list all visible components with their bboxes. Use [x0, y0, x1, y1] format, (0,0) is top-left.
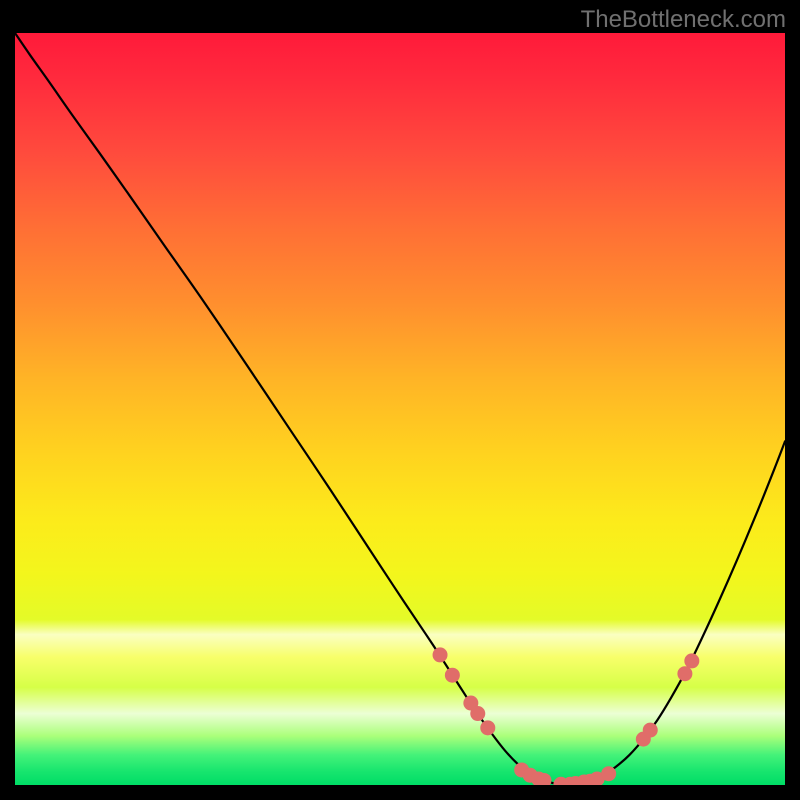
watermark-text: TheBottleneck.com: [581, 6, 786, 34]
chart-frame: [15, 33, 785, 785]
